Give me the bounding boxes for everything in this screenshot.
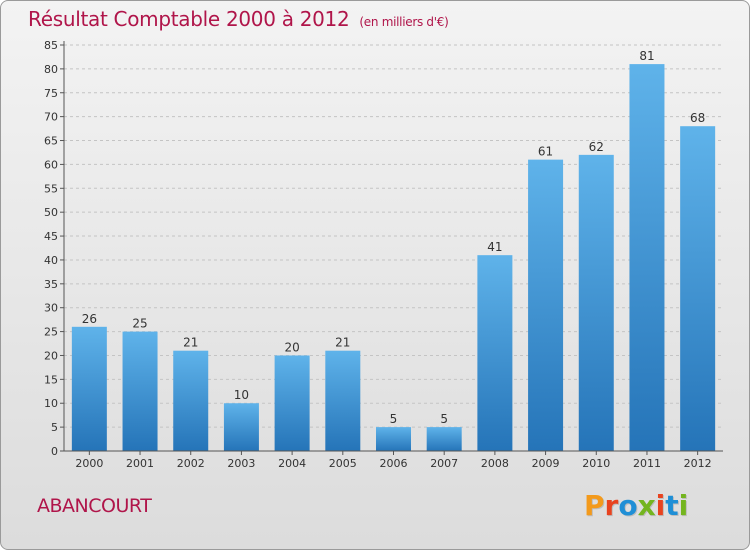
data-label-2009: 61	[538, 145, 553, 159]
data-label-2000: 26	[82, 312, 97, 326]
x-tick-label-2004: 2004	[278, 457, 306, 470]
bar-2001	[122, 331, 158, 451]
data-label-2010: 62	[589, 140, 604, 154]
x-tick-label-2002: 2002	[177, 457, 205, 470]
y-tick-label: 70	[44, 111, 58, 124]
axes	[63, 41, 723, 452]
data-label-2002: 21	[183, 336, 198, 350]
y-tick-label: 45	[44, 230, 58, 243]
y-tick-label: 30	[44, 302, 58, 315]
logo-letter: P	[584, 489, 605, 522]
commune-name: ABANCOURT	[37, 495, 152, 517]
y-tick-label: 55	[44, 182, 58, 195]
x-tick-label-2011: 2011	[633, 457, 661, 470]
bar-2007	[426, 427, 462, 451]
y-axis-ticks: 0 5 10 15 20 25 30 35 40 45 50 55 60 65 70 75 80 85	[44, 39, 64, 458]
data-label-2012: 68	[690, 111, 705, 125]
data-label-2011: 81	[639, 49, 654, 63]
logo-letter: i	[678, 489, 689, 522]
x-tick-label-2003: 2003	[227, 457, 255, 470]
x-tick-label-2010: 2010	[582, 457, 610, 470]
data-label-2005: 21	[335, 336, 350, 350]
bars	[71, 64, 716, 451]
data-label-2004: 20	[284, 340, 299, 354]
y-tick-label: 5	[51, 421, 58, 434]
y-tick-label: 20	[44, 349, 58, 362]
data-label-2003: 10	[234, 388, 249, 402]
logo-letter: i	[655, 489, 666, 522]
y-tick-label: 0	[51, 445, 58, 458]
data-label-2001: 25	[132, 317, 147, 331]
y-tick-label: 40	[44, 254, 58, 267]
data-label-2007: 5	[440, 412, 448, 426]
x-tick-label-2005: 2005	[329, 457, 357, 470]
bar-2012	[680, 126, 716, 451]
bar-2010	[578, 154, 614, 451]
bar-2000	[71, 326, 107, 451]
chart-title-text: Résultat Comptable 2000 à 2012	[28, 7, 350, 31]
x-tick-label-2006: 2006	[380, 457, 408, 470]
data-labels: 26 25 21 10 20 21 5 5 41 61 62 81 68	[82, 49, 706, 426]
y-tick-label: 50	[44, 206, 58, 219]
bar-2008	[477, 255, 513, 451]
y-tick-label: 35	[44, 278, 58, 291]
grid-lines	[64, 44, 723, 452]
y-tick-label: 10	[44, 397, 58, 410]
bar-2006	[376, 427, 411, 451]
y-tick-label: 25	[44, 326, 58, 339]
y-tick-label: 80	[44, 63, 58, 76]
bar-2003	[223, 403, 259, 451]
bar-2005	[325, 350, 361, 451]
logo-letter: r	[604, 489, 619, 522]
x-tick-label-2001: 2001	[126, 457, 154, 470]
logo-letter: x	[637, 489, 656, 522]
x-tick-label-2012: 2012	[684, 457, 712, 470]
x-tick-label-2007: 2007	[430, 457, 458, 470]
x-axis-ticks: 2000 2001 2002 2003 2004 2005 2006 2007 2008 2009…	[75, 451, 712, 470]
y-tick-label: 60	[44, 158, 58, 171]
y-tick-label: 75	[44, 87, 58, 100]
logo-letter: o	[618, 489, 638, 522]
x-tick-label-2008: 2008	[481, 457, 509, 470]
bar-2011	[629, 64, 665, 451]
y-tick-label: 65	[44, 135, 58, 148]
data-label-2008: 41	[487, 240, 502, 254]
logo-letter: t	[665, 489, 679, 522]
y-tick-label: 15	[44, 373, 58, 386]
x-tick-label-2000: 2000	[75, 457, 103, 470]
bar-2004	[274, 355, 310, 451]
chart-title: Résultat Comptable 2000 à 2012 (en millie…	[28, 7, 449, 31]
proxiti-logo[interactable]: Proxiti	[584, 489, 688, 522]
x-tick-label-2009: 2009	[532, 457, 560, 470]
chart-subtitle: (en milliers d'€)	[359, 15, 449, 29]
bar-2009	[528, 159, 564, 451]
bar-2002	[173, 350, 209, 451]
data-label-2006: 5	[390, 412, 398, 426]
y-tick-label: 85	[44, 39, 58, 52]
